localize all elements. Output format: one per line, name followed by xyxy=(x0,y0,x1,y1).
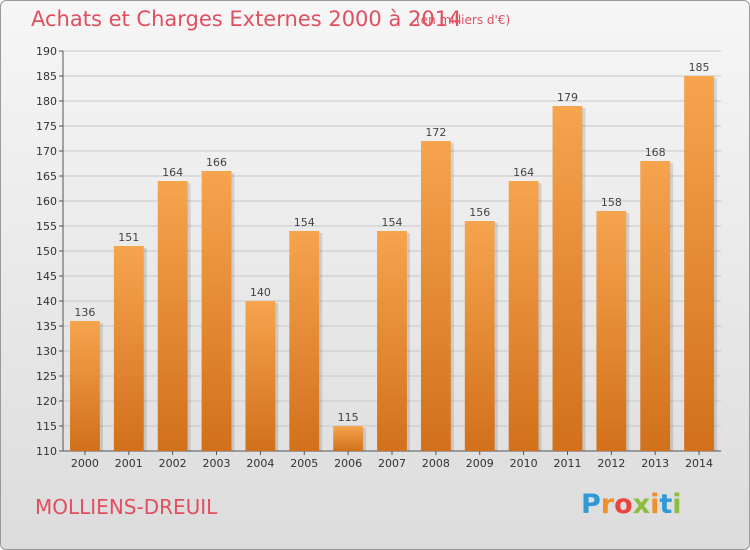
bar xyxy=(157,181,188,451)
x-tick-label: 2013 xyxy=(641,457,669,470)
chart-subtitle: (en milliers d'€) xyxy=(416,13,511,27)
logo-letter: i xyxy=(672,489,682,520)
x-tick-label: 2007 xyxy=(378,457,406,470)
y-tick-label: 160 xyxy=(36,195,57,208)
bar-value-label: 164 xyxy=(162,166,183,179)
bar-value-label: 172 xyxy=(425,126,446,139)
bar xyxy=(420,141,451,451)
bar-value-label: 164 xyxy=(513,166,534,179)
bar xyxy=(508,181,539,451)
bar-value-label: 158 xyxy=(601,196,622,209)
y-tick-label: 130 xyxy=(36,345,57,358)
bar xyxy=(377,231,407,451)
proxiti-logo[interactable]: Proxiti xyxy=(581,489,682,520)
bar xyxy=(333,426,364,451)
bar-value-label: 154 xyxy=(294,216,315,229)
y-tick-label: 135 xyxy=(36,320,57,333)
logo-letter: i xyxy=(650,489,660,520)
bar xyxy=(113,246,144,451)
x-tick-label: 2002 xyxy=(159,457,187,470)
x-tick-label: 2012 xyxy=(597,457,625,470)
y-tick-label: 115 xyxy=(36,420,57,433)
x-tick-label: 2008 xyxy=(422,457,450,470)
y-tick-label: 145 xyxy=(36,270,57,283)
bar-value-label: 156 xyxy=(469,206,490,219)
bar xyxy=(552,106,583,451)
logo-letter: t xyxy=(659,489,673,520)
x-tick-label: 2000 xyxy=(71,457,99,470)
y-tick-label: 180 xyxy=(36,95,57,108)
bar-value-label: 179 xyxy=(557,91,578,104)
logo-letter: o xyxy=(614,489,633,520)
bar-value-label: 136 xyxy=(74,306,95,319)
bar xyxy=(684,76,714,451)
bar-value-label: 185 xyxy=(689,61,710,74)
x-tick-label: 2003 xyxy=(203,457,231,470)
y-tick-label: 150 xyxy=(36,245,57,258)
y-tick-label: 120 xyxy=(36,395,57,408)
bar-value-label: 151 xyxy=(118,231,139,244)
x-tick-label: 2009 xyxy=(466,457,494,470)
chart-title: Achats et Charges Externes 2000 à 2014 xyxy=(31,7,462,31)
y-tick-label: 110 xyxy=(36,445,57,458)
y-tick-label: 185 xyxy=(36,70,57,83)
bar-value-label: 168 xyxy=(645,146,666,159)
bar xyxy=(70,321,100,451)
bar xyxy=(464,221,495,451)
y-tick-label: 190 xyxy=(36,45,57,58)
bar-value-label: 154 xyxy=(382,216,403,229)
x-tick-label: 2006 xyxy=(334,457,362,470)
y-tick-label: 155 xyxy=(36,220,57,233)
x-tick-label: 2005 xyxy=(290,457,318,470)
commune-name: MOLLIENS-DREUIL xyxy=(35,495,218,519)
bar-value-label: 115 xyxy=(338,411,359,424)
bar-value-label: 140 xyxy=(250,286,271,299)
logo-letter: r xyxy=(600,489,615,520)
logo-letter: P xyxy=(581,489,601,520)
x-tick-label: 2010 xyxy=(510,457,538,470)
x-tick-label: 2001 xyxy=(115,457,143,470)
bar xyxy=(596,211,627,451)
bar xyxy=(640,161,671,451)
bar xyxy=(289,231,320,451)
y-tick-label: 140 xyxy=(36,295,57,308)
y-tick-label: 175 xyxy=(36,120,57,133)
y-tick-label: 170 xyxy=(36,145,57,158)
x-tick-label: 2014 xyxy=(685,457,713,470)
logo-letter: x xyxy=(632,489,651,520)
bar xyxy=(201,171,232,451)
x-tick-label: 2004 xyxy=(246,457,274,470)
bar xyxy=(245,301,276,451)
bar-value-label: 166 xyxy=(206,156,227,169)
y-tick-label: 125 xyxy=(36,370,57,383)
y-tick-label: 165 xyxy=(36,170,57,183)
x-tick-label: 2011 xyxy=(553,457,581,470)
